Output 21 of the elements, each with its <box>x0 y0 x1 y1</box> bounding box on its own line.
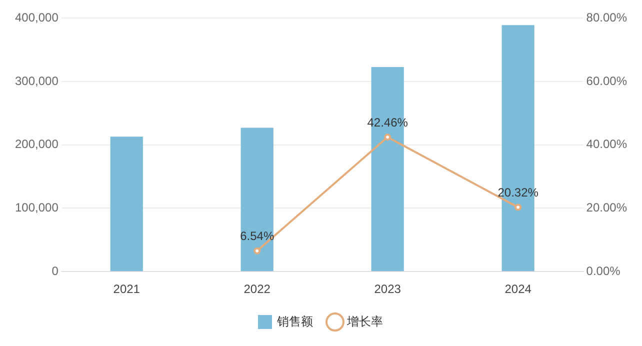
legend-label: 增长率 <box>346 314 383 328</box>
x-tick-label: 2023 <box>374 282 402 296</box>
x-tick-label: 2024 <box>504 282 532 296</box>
y-tick-label: 200,000 <box>14 137 59 152</box>
legend-label: 销售额 <box>276 314 313 328</box>
point <box>384 134 392 141</box>
point <box>254 247 261 254</box>
y-tick-label: 0 <box>52 264 59 278</box>
y2-tick-label: 40.00% <box>586 137 628 152</box>
bar <box>110 136 143 272</box>
y-tick-label: 400,000 <box>14 10 59 25</box>
bar <box>240 128 274 272</box>
x-tick-label: 2022 <box>244 282 271 296</box>
y-tick-label: 300,000 <box>14 74 59 88</box>
point <box>514 204 522 211</box>
y2-tick-label: 0.00% <box>586 264 621 278</box>
x-tick-label: 2021 <box>113 282 140 296</box>
y2-tick-label: 20.00% <box>586 200 628 215</box>
y2-tick-label: 60.00% <box>586 74 628 88</box>
y-tick-label: 100,000 <box>14 200 59 215</box>
y2-tick-label: 80.00% <box>586 10 628 25</box>
